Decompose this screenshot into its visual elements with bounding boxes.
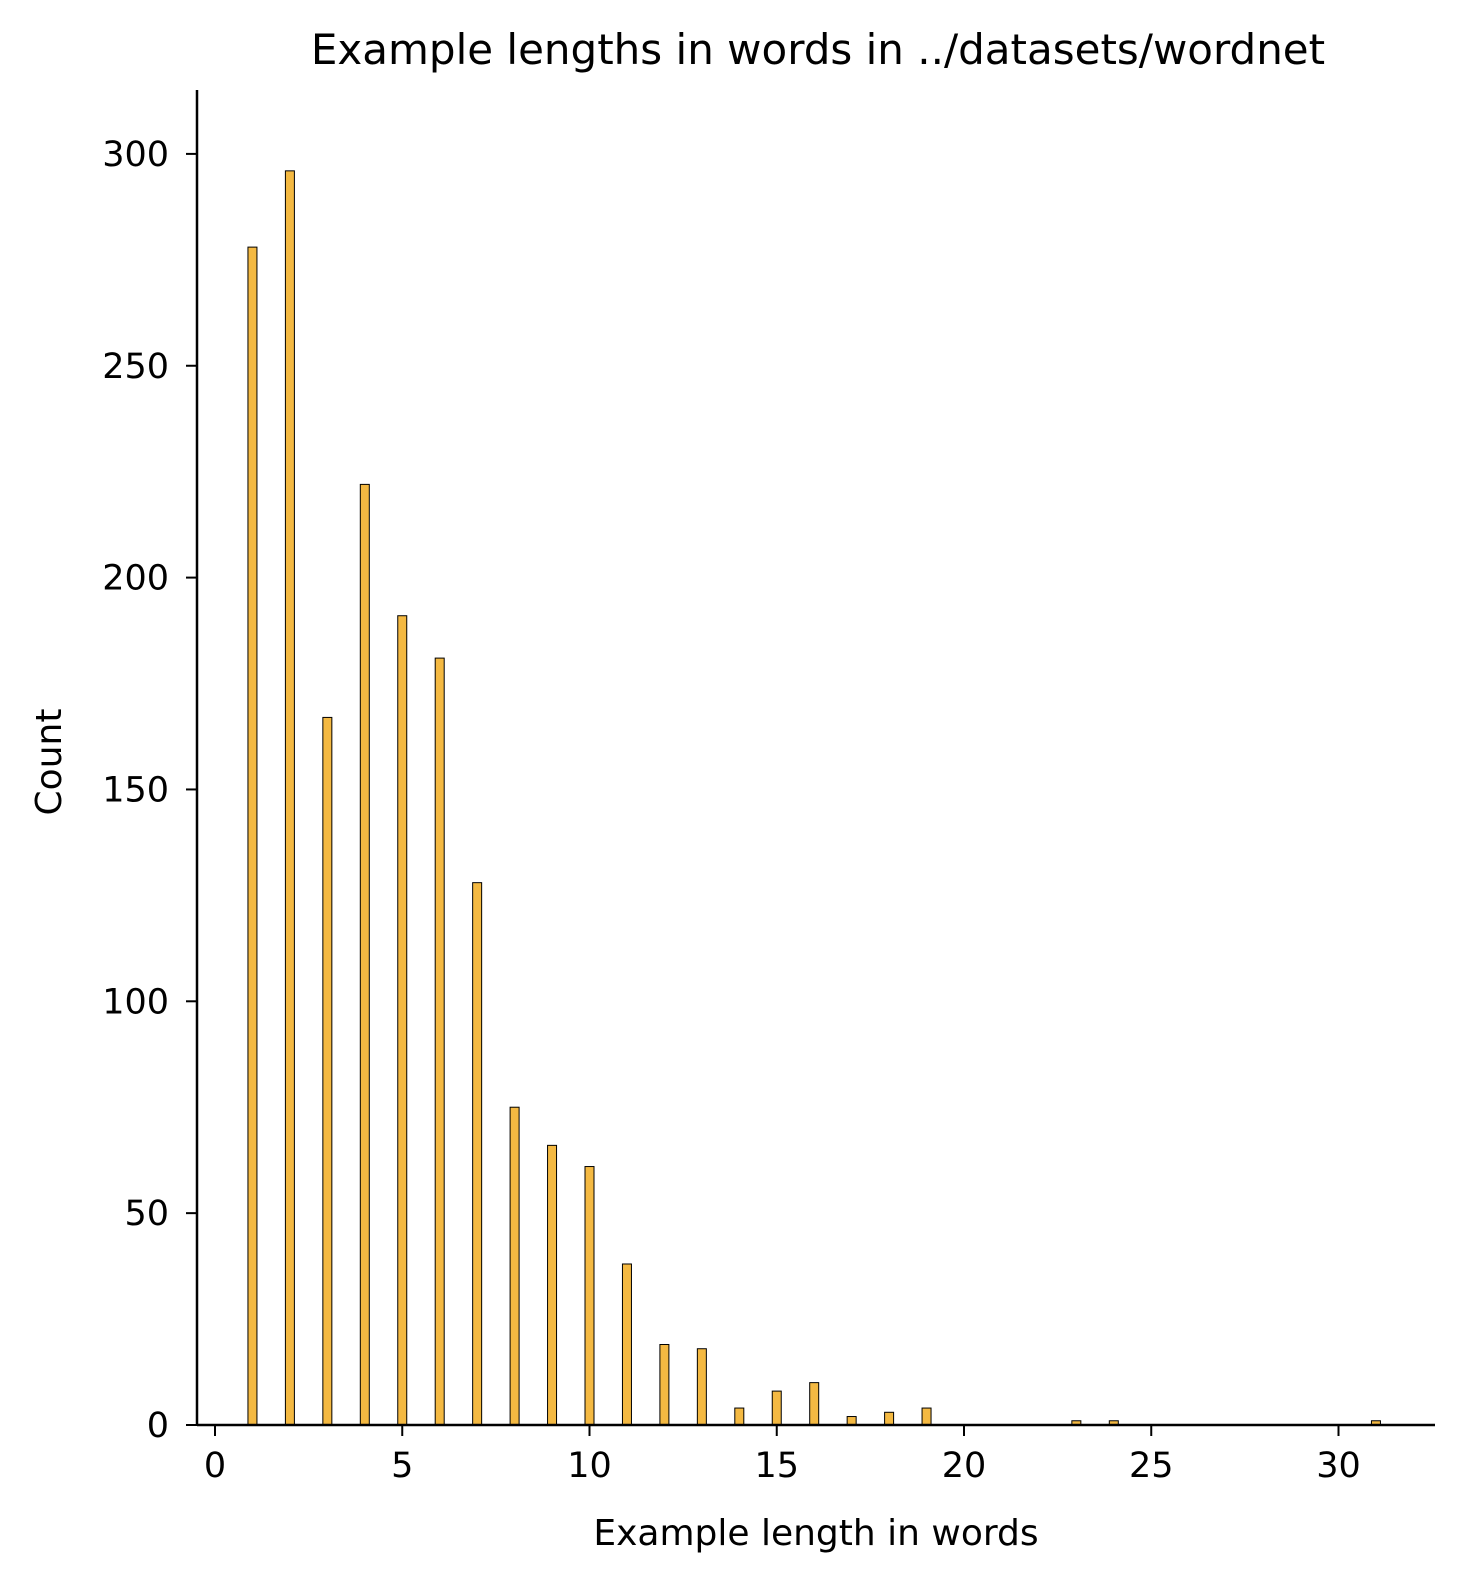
bar-7: [472, 882, 483, 1426]
bar-5: [397, 615, 408, 1426]
y-tick-label: 300: [102, 135, 169, 175]
bar-9: [547, 1144, 558, 1426]
bar-2: [284, 170, 295, 1426]
bar-12: [659, 1344, 670, 1426]
x-tick-label: 5: [391, 1446, 413, 1486]
bar-17: [846, 1416, 857, 1426]
bar-8: [509, 1106, 520, 1426]
y-tick-label: 50: [124, 1194, 169, 1234]
bar-11: [621, 1263, 632, 1426]
x-tick-label: 20: [942, 1446, 987, 1486]
x-tick-label: 25: [1129, 1446, 1174, 1486]
bar-14: [734, 1407, 745, 1426]
y-tick-label: 200: [102, 559, 169, 599]
bars-group: [247, 170, 1381, 1426]
x-tick-label: 0: [204, 1446, 226, 1486]
y-tick-label: 250: [102, 347, 169, 387]
x-tick-label: 30: [1316, 1446, 1361, 1486]
bar-1: [247, 246, 258, 1426]
bar-16: [809, 1382, 820, 1426]
x-ticks-group: 0 5 10 15 20 25 30: [204, 1425, 1361, 1486]
bar-3: [322, 716, 333, 1426]
y-tick-label: 0: [147, 1406, 169, 1446]
y-tick-label: 150: [102, 770, 169, 810]
bar-13: [696, 1348, 707, 1426]
x-tick-label: 15: [754, 1446, 799, 1486]
bar-18: [884, 1411, 895, 1426]
chart-title: Example lengths in words in ../datasets/…: [311, 25, 1325, 74]
x-tick-label: 10: [567, 1446, 612, 1486]
y-ticks-group: 0 50 100 150 200 250 300: [102, 135, 197, 1446]
y-tick-label: 100: [102, 982, 169, 1022]
bar-15: [771, 1390, 782, 1426]
y-axis-label: Count: [29, 709, 70, 816]
bar-10: [584, 1166, 595, 1426]
x-axis-label: Example length in words: [593, 1513, 1038, 1554]
bar-6: [434, 657, 445, 1426]
bar-19: [921, 1407, 932, 1426]
bar-4: [359, 483, 370, 1426]
